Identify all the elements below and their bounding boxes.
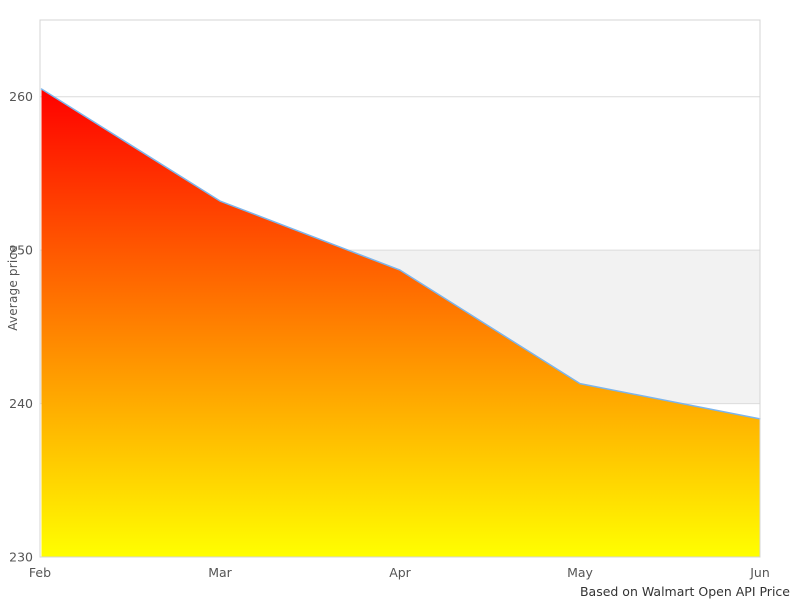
- plot-border: [39, 19, 761, 558]
- y-tick-label-250: 250: [9, 243, 33, 258]
- price-area-fill: [41, 89, 760, 558]
- y-axis-title: Average price: [6, 245, 20, 331]
- y-tick-label-230: 230: [9, 550, 33, 565]
- price-line: [40, 88, 761, 420]
- chart-caption: Based on Walmart Open API Price: [579, 584, 790, 599]
- y-tick-label-240: 240: [9, 396, 33, 411]
- y-tick-label-260: 260: [9, 89, 33, 104]
- x-tick-label-apr: Apr: [389, 565, 411, 580]
- x-tick-label-may: May: [567, 565, 593, 580]
- x-tick-label-feb: Feb: [29, 565, 51, 580]
- x-tick-label-jun: Jun: [749, 565, 770, 580]
- x-tick-label-mar: Mar: [208, 565, 232, 580]
